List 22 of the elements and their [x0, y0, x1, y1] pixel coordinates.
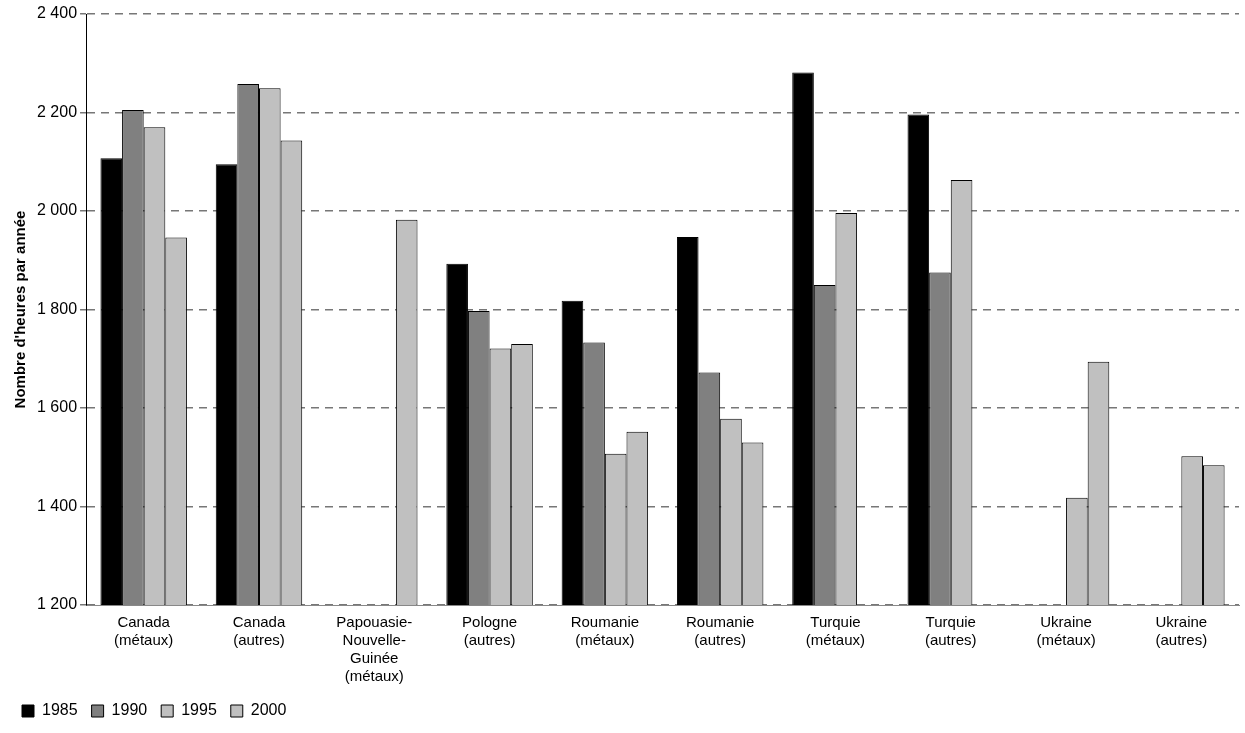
y-tick-label: 2 400 — [36, 4, 78, 22]
y-tick-label: 1 400 — [36, 496, 78, 514]
y-tick-label: 1 600 — [36, 398, 78, 416]
x-tick-label: Turquie (métaux) — [805, 613, 866, 649]
y-tick-label: 1 800 — [36, 299, 78, 317]
y-axis-title: Nombre d'heures par année — [11, 210, 29, 409]
legend-label: 2000 — [250, 701, 287, 719]
x-tick-label: Ukraine (métaux) — [1036, 613, 1096, 649]
y-tick-label: 2 200 — [36, 102, 78, 120]
x-tick-label: Ukraine (autres) — [1155, 613, 1208, 649]
x-tick-label: Papouasie-Nouvelle-Guinée (métaux) — [336, 613, 413, 685]
y-tick-label: 1 200 — [36, 595, 78, 613]
x-tick-label: Pologne (autres) — [462, 613, 518, 649]
x-tick-label: Roumanie (autres) — [685, 613, 755, 649]
legend-label: 1990 — [111, 701, 148, 719]
y-tick-label: 2 000 — [36, 201, 78, 219]
legend-label: 1995 — [181, 701, 217, 719]
x-tick-label: Canada (métaux) — [114, 613, 174, 649]
x-tick-label: Canada (autres) — [232, 613, 286, 649]
x-tick-label: Roumanie (métaux) — [570, 613, 640, 649]
legend-label: 1985 — [42, 701, 78, 719]
x-tick-label: Turquie (autres) — [924, 613, 977, 649]
